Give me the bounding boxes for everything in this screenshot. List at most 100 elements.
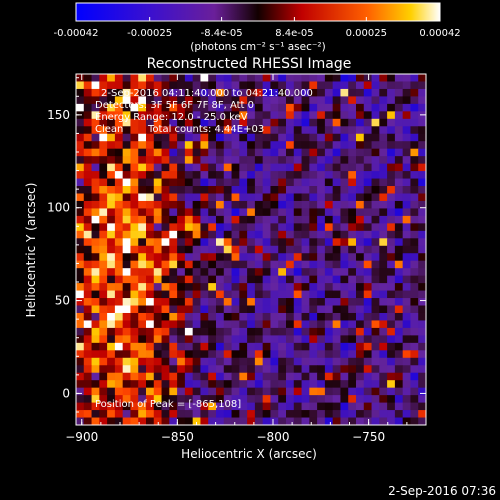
heatmap-cell <box>153 81 162 90</box>
heatmap-cell <box>363 133 372 142</box>
heatmap-cell <box>410 230 419 239</box>
heatmap-cell <box>254 268 264 277</box>
heatmap-cell <box>410 417 419 426</box>
heatmap-cell <box>286 178 295 187</box>
heatmap-cell <box>130 111 139 120</box>
heatmap-cell <box>340 283 349 291</box>
heatmap-cell <box>402 260 411 269</box>
heatmap-cell <box>262 171 271 179</box>
heatmap-cell <box>192 126 201 135</box>
heatmap-cell <box>332 253 341 262</box>
heatmap-cell <box>99 88 108 97</box>
heatmap-cell <box>223 402 232 411</box>
heatmap-cell <box>418 402 427 411</box>
heatmap-cell <box>262 230 271 239</box>
heatmap-cell <box>153 156 162 165</box>
heatmap-cell <box>114 290 124 299</box>
heatmap-cell <box>379 305 388 314</box>
heatmap-cell <box>107 178 116 187</box>
heatmap-cell <box>161 395 170 403</box>
heatmap-cell <box>83 148 92 157</box>
heatmap-cell <box>387 103 396 112</box>
heatmap-cell <box>324 245 334 254</box>
heatmap-cell <box>371 186 380 194</box>
heatmap-cell <box>286 342 295 351</box>
heatmap-cell <box>418 238 427 247</box>
y-tick-label: 150 <box>47 108 70 122</box>
heatmap-cell <box>286 230 295 239</box>
heatmap-cell <box>394 178 404 187</box>
heatmap-cell <box>309 350 318 359</box>
heatmap-cell <box>153 283 162 291</box>
heatmap-cell <box>324 290 334 299</box>
heatmap-cell <box>309 141 318 150</box>
heatmap-cell <box>379 245 388 254</box>
heatmap-cell <box>184 245 194 254</box>
heatmap-cell <box>332 372 341 381</box>
heatmap-cell <box>270 193 279 202</box>
heatmap-cell <box>379 335 388 344</box>
heatmap-cell <box>161 327 170 336</box>
heatmap-cell <box>363 283 372 291</box>
heatmap-cell <box>177 283 186 291</box>
heatmap-cell <box>262 350 271 359</box>
colorbar-tick-label: -0.00025 <box>127 28 172 39</box>
heatmap-cell <box>114 215 124 224</box>
heatmap-cell <box>262 81 271 90</box>
heatmap-cell <box>76 193 85 202</box>
heatmap-cell <box>231 81 240 90</box>
heatmap-cell <box>153 342 162 351</box>
colorbar-tick-label: -0.00042 <box>54 28 99 39</box>
heatmap-cell <box>192 275 201 284</box>
heatmap-cell <box>208 133 217 142</box>
heatmap-cell <box>394 141 404 150</box>
heatmap-cell <box>324 88 334 97</box>
heatmap-cell <box>363 245 372 254</box>
heatmap-cell <box>99 320 108 329</box>
heatmap-cell <box>231 88 240 97</box>
heatmap-cell <box>122 417 131 426</box>
heatmap-cell <box>146 186 155 194</box>
heatmap-cell <box>332 380 341 389</box>
heatmap-cell <box>114 238 124 247</box>
heatmap-cell <box>379 200 388 209</box>
heatmap-cell <box>216 380 225 389</box>
heatmap-cell <box>114 133 124 142</box>
heatmap-cell <box>107 148 116 157</box>
heatmap-cell <box>262 141 271 150</box>
heatmap-cell <box>153 111 162 120</box>
heatmap-cell <box>387 126 396 135</box>
heatmap-cell <box>247 156 256 165</box>
heatmap-cell <box>184 268 194 277</box>
heatmap-cell <box>402 357 411 366</box>
heatmap-cell <box>153 350 162 359</box>
heatmap-cell <box>192 148 201 157</box>
heatmap-cell <box>332 223 341 232</box>
heatmap-cell <box>348 283 357 291</box>
heatmap-cell <box>177 327 186 336</box>
heatmap-cell <box>356 387 365 396</box>
heatmap-cell <box>301 372 310 381</box>
heatmap-cell <box>99 208 108 217</box>
heatmap-cell <box>387 186 396 194</box>
heatmap-cell <box>161 387 170 396</box>
heatmap-cell <box>107 103 116 112</box>
heatmap-cell <box>278 245 287 254</box>
heatmap-cell <box>114 178 124 187</box>
heatmap-cell <box>371 372 380 381</box>
heatmap-cell <box>107 320 116 329</box>
heatmap-cell <box>138 417 147 426</box>
heatmap-cell <box>293 275 302 284</box>
x-tick-label: −750 <box>352 430 385 444</box>
heatmap-cell <box>270 148 279 157</box>
heatmap-cell <box>239 327 248 336</box>
heatmap-cell <box>177 118 186 127</box>
heatmap-cell <box>76 253 85 262</box>
heatmap-cell <box>301 103 310 112</box>
heatmap-cell <box>340 103 349 112</box>
heatmap-cell <box>348 417 357 426</box>
heatmap-cell <box>278 342 287 351</box>
heatmap-cell <box>192 215 201 224</box>
heatmap-cell <box>363 357 372 366</box>
heatmap-cell <box>293 268 302 277</box>
